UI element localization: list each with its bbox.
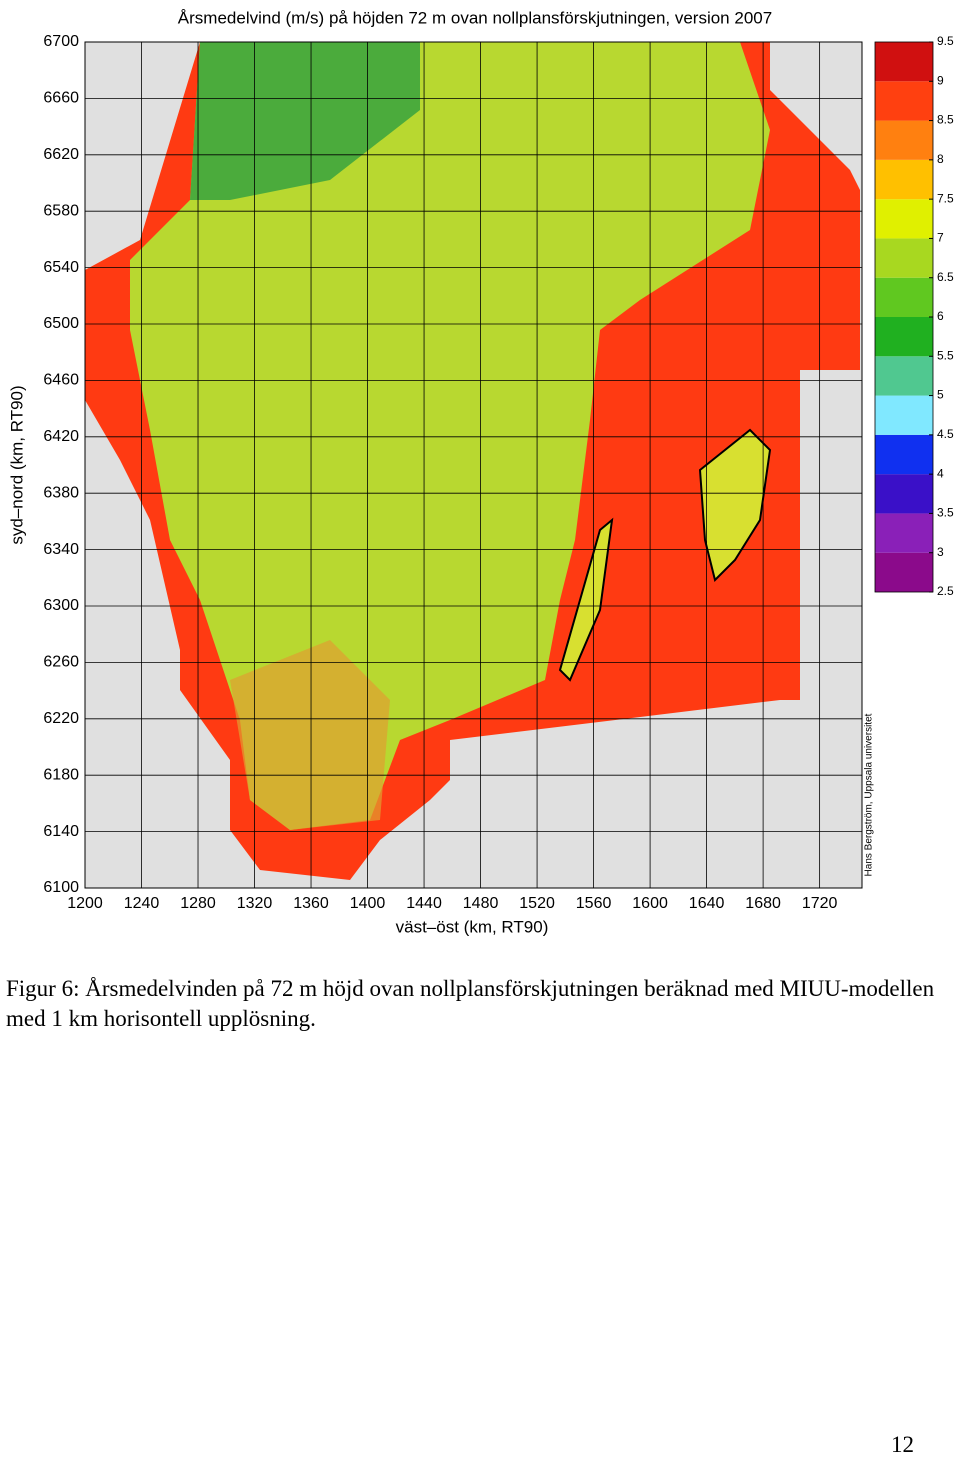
x-tick-label: 1480 xyxy=(463,895,499,912)
inland-low-wind xyxy=(190,42,420,200)
figure-title: Årsmedelvind (m/s) på höjden 72 m ovan n… xyxy=(178,8,772,27)
x-tick-label: 1600 xyxy=(632,895,668,912)
x-tick-label: 1280 xyxy=(180,895,216,912)
colorbar-tick-label: 2.5 xyxy=(937,584,954,598)
colorbar-band xyxy=(875,42,933,82)
y-tick-label: 6140 xyxy=(43,823,79,840)
colorbar-band xyxy=(875,120,933,160)
y-tick-label: 6420 xyxy=(43,428,79,445)
y-tick-label: 6460 xyxy=(43,372,79,389)
y-axis-label: syd–nord (km, RT90) xyxy=(7,385,26,544)
colorbar-band xyxy=(875,199,933,239)
y-tick-label: 6340 xyxy=(43,541,79,558)
oland xyxy=(558,517,614,682)
y-tick-label: 6220 xyxy=(43,710,79,727)
x-tick-label: 1240 xyxy=(124,895,160,912)
x-tick-label: 1680 xyxy=(745,895,781,912)
colorbar-tick-label: 5 xyxy=(937,388,944,402)
colorbar-tick-label: 4 xyxy=(937,466,944,480)
colorbar-tick-label: 8.5 xyxy=(937,113,954,127)
y-tick-label: 6300 xyxy=(43,597,79,614)
colorbar-tick-label: 8 xyxy=(937,152,944,166)
colorbar-band xyxy=(875,277,933,317)
y-tick-label: 6700 xyxy=(43,33,79,50)
land-area xyxy=(130,42,770,830)
colorbar-band xyxy=(875,552,933,592)
colorbar-band xyxy=(875,434,933,475)
colorbar-tick-label: 7.5 xyxy=(937,191,954,205)
x-tick-label: 1520 xyxy=(519,895,555,912)
y-tick-label: 6260 xyxy=(43,654,79,671)
y-tick-label: 6540 xyxy=(43,259,79,276)
y-tick-label: 6100 xyxy=(43,879,79,896)
x-tick-label: 1400 xyxy=(350,895,386,912)
x-tick-label: 1200 xyxy=(67,895,103,912)
y-tick-label: 6580 xyxy=(43,202,79,219)
credit: Hans Bergström, Uppsala universitet xyxy=(864,713,875,876)
colorbar-tick-label: 3.5 xyxy=(937,506,954,520)
figure: Årsmedelvind (m/s) på höjden 72 m ovan n… xyxy=(7,8,954,936)
x-tick-label: 1440 xyxy=(406,895,442,912)
y-tick-label: 6180 xyxy=(43,766,79,783)
y-tick-label: 6660 xyxy=(43,90,79,107)
caption: Figur 6: Årsmedelvinden på 72 m höjd ova… xyxy=(6,976,935,1031)
south-area xyxy=(230,640,390,830)
colorbar-tick-label: 5.5 xyxy=(937,348,954,362)
colorbar-band xyxy=(875,81,933,121)
colorbar-band xyxy=(875,395,933,435)
colorbar-tick-label: 6.5 xyxy=(937,270,954,284)
colorbar-band xyxy=(875,474,933,514)
y-tick-label: 6620 xyxy=(43,146,79,163)
x-tick-label: 1720 xyxy=(802,895,838,912)
colorbar-tick-label: 4.5 xyxy=(937,427,954,441)
x-axis-label: väst–öst (km, RT90) xyxy=(396,917,549,936)
colorbar-tick-label: 3 xyxy=(937,545,944,559)
colorbar-tick-label: 9 xyxy=(937,73,944,87)
colorbar-tick-label: 6 xyxy=(937,309,944,323)
page-number: 12 xyxy=(891,1432,914,1457)
y-tick-label: 6380 xyxy=(43,484,79,501)
colorbar-band xyxy=(875,238,933,278)
x-tick-label: 1360 xyxy=(293,895,329,912)
colorbar-tick-label: 9.5 xyxy=(937,34,954,48)
y-tick-label: 6500 xyxy=(43,315,79,332)
colorbar-band xyxy=(875,513,933,553)
plot-frame xyxy=(84,41,863,889)
colorbar-band xyxy=(875,356,933,396)
x-tick-label: 1320 xyxy=(237,895,273,912)
x-tick-label: 1640 xyxy=(689,895,725,912)
colorbar-band xyxy=(875,317,933,357)
colorbar-band xyxy=(875,159,933,200)
x-tick-label: 1560 xyxy=(576,895,612,912)
colorbar-tick-label: 7 xyxy=(937,231,944,245)
